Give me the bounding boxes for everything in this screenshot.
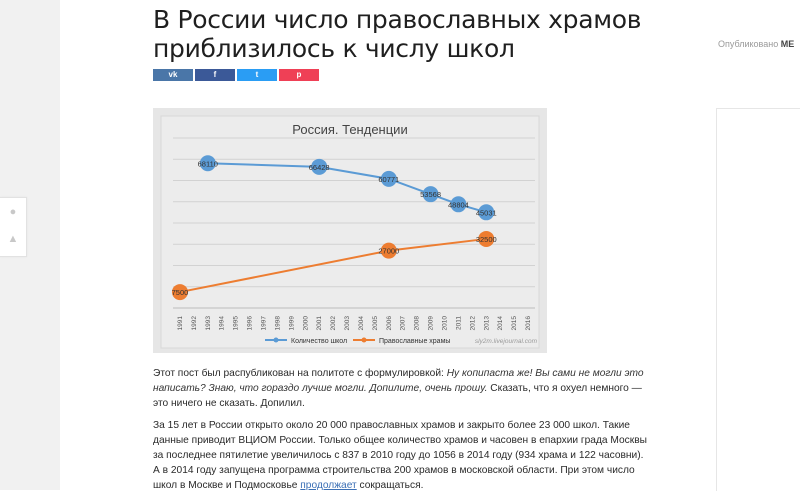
legend-label: Количество школ — [291, 338, 347, 345]
share-facebook-button[interactable]: f — [195, 69, 235, 81]
title-line-2: приблизилось к числу школ — [153, 34, 515, 63]
x-tick-label: 2004 — [358, 316, 365, 331]
chart-frame — [160, 115, 540, 349]
x-tick-label: 2013 — [483, 316, 490, 331]
data-label: 45031 — [476, 208, 497, 217]
data-label: 53568 — [420, 190, 441, 199]
x-tick-label: 2014 — [497, 316, 504, 331]
data-label: 66428 — [309, 163, 330, 172]
x-tick-label: 1999 — [288, 316, 295, 331]
share-twitter-button[interactable]: t — [237, 69, 277, 81]
x-tick-label: 2006 — [386, 316, 393, 331]
x-tick-label: 2000 — [302, 316, 309, 331]
x-tick-label: 1995 — [233, 316, 240, 331]
x-tick-label: 2012 — [469, 316, 476, 331]
published-author[interactable]: МЕ — [780, 39, 795, 49]
data-label: 60771 — [378, 175, 399, 184]
comment-icon[interactable]: ● — [9, 206, 17, 218]
x-tick-label: 1997 — [261, 316, 268, 331]
data-point — [171, 284, 188, 301]
share-vk-button[interactable]: vk — [153, 69, 193, 81]
x-tick-label: 2016 — [525, 316, 532, 331]
x-tick-label: 2015 — [511, 316, 518, 331]
x-tick-label: 2001 — [316, 316, 323, 331]
published-info: Опубликовано МЕ — [718, 39, 794, 49]
body-text-b: сокращаться. — [356, 480, 424, 491]
data-label: 32500 — [476, 235, 497, 244]
chart-image: Россия. Тенденции 1991 1992 1993 1994 1995 199… — [153, 108, 547, 353]
x-tick-label: 1996 — [247, 316, 254, 331]
trend-chart: Россия. Тенденции 1991 1992 1993 1994 1995 199… — [153, 108, 547, 353]
x-tick-label: 2009 — [428, 316, 435, 331]
data-point — [199, 155, 216, 172]
body-text-a: За 15 лет в России открыто около 20 000 … — [153, 420, 647, 491]
body-paragraph: За 15 лет в России открыто около 20 000 … — [153, 418, 648, 493]
data-point — [311, 158, 328, 175]
intro-text-a: Этот пост был распубликован на политоте … — [153, 368, 447, 379]
x-tick-label: 1991 — [177, 316, 184, 331]
data-point — [422, 186, 439, 203]
data-point — [380, 242, 397, 259]
article-title: В России число православных храмов прибли… — [153, 5, 693, 63]
share-bar: vk f t p — [153, 69, 319, 81]
data-point — [450, 196, 467, 213]
data-point — [478, 230, 495, 247]
side-actions: ● ▲ — [0, 197, 27, 257]
legend-marker — [361, 337, 367, 343]
x-tick-label: 1993 — [205, 316, 212, 331]
x-tick-label: 2007 — [400, 316, 407, 331]
x-tick-label: 2010 — [442, 316, 449, 331]
x-tick-label: 2005 — [372, 316, 379, 331]
right-sidebar — [716, 108, 800, 491]
like-icon[interactable]: ▲ — [7, 233, 19, 245]
x-tick-label: 1992 — [191, 316, 198, 331]
intro-text-b: Сказать, что я охуел немного — это ничег… — [153, 383, 642, 409]
data-label: 7500 — [172, 288, 189, 297]
chart-title: Россия. Тенденции — [292, 122, 407, 137]
data-label: 27000 — [378, 247, 399, 256]
data-label: 48804 — [448, 200, 469, 209]
legend-marker — [273, 337, 279, 343]
x-tick-label: 2002 — [330, 316, 337, 331]
intro-quote: Ну копипаста же! Вы сами не могли это на… — [153, 368, 644, 394]
x-tick-label: 1994 — [219, 316, 226, 331]
share-pocket-button[interactable]: p — [279, 69, 319, 81]
continues-link[interactable]: продолжает — [300, 480, 357, 491]
x-tick-label: 2011 — [455, 316, 462, 330]
published-label: Опубликовано — [718, 39, 779, 49]
data-point — [380, 170, 397, 187]
x-tick-label: 1998 — [274, 316, 281, 331]
data-label: 68110 — [198, 159, 218, 168]
x-tick-label: 2008 — [414, 316, 421, 331]
watermark: sly2m.livejournal.com — [475, 338, 538, 345]
x-tick-label: 2003 — [344, 316, 351, 331]
legend-label: Православные храмы — [379, 338, 450, 345]
title-line-1: В России число православных храмов — [153, 5, 642, 34]
data-point — [478, 204, 495, 221]
intro-paragraph: Этот пост был распубликован на политоте … — [153, 366, 648, 411]
